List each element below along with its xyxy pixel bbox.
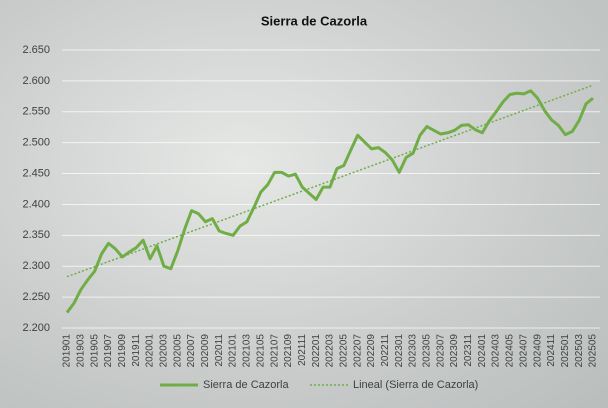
x-tick-label: 202001: [145, 334, 156, 368]
x-tick-label: 201901: [62, 334, 73, 368]
x-tick-label: 202307: [435, 334, 446, 368]
x-tick-label: 202405: [505, 334, 516, 368]
x-tick-label: 202211: [380, 334, 391, 367]
x-tick-label: 202503: [574, 334, 585, 368]
x-tick-label: 202201: [311, 334, 322, 368]
x-tick-label: 202007: [186, 334, 197, 368]
y-tick-label: 2.250: [22, 291, 50, 303]
x-tick-label: 202505: [588, 334, 599, 368]
x-tick-label: 201903: [75, 334, 86, 368]
x-tick-label: 202311: [463, 334, 474, 367]
chart-title: Sierra de Cazorla: [261, 13, 368, 28]
x-tick-label: 202111: [297, 334, 308, 366]
x-tick-label: 202411: [546, 334, 557, 367]
y-tick-label: 2.450: [22, 167, 50, 179]
y-tick-label: 2.300: [22, 260, 50, 272]
y-tick-label: 2.500: [22, 137, 50, 149]
x-tick-label: 202407: [518, 334, 529, 368]
x-tick-label: 201909: [117, 334, 128, 368]
series-line: [65, 89, 594, 314]
x-tick-label: 202209: [366, 334, 377, 368]
x-tick-label: 201905: [89, 334, 100, 368]
legend-label: Lineal (Sierra de Cazorla): [353, 379, 478, 391]
x-tick-label: 202005: [172, 334, 183, 368]
x-tick-label: 202011: [214, 334, 225, 367]
x-tick-label: 202309: [449, 334, 460, 368]
y-tick-label: 2.400: [22, 198, 50, 210]
x-tick-label: 202207: [352, 334, 363, 368]
x-tick-label: 202401: [477, 334, 488, 368]
x-tick-label: 202009: [200, 334, 211, 368]
y-tick-label: 2.650: [22, 44, 50, 56]
x-tick-label: 202205: [338, 334, 349, 368]
x-tick-label: 202305: [422, 334, 433, 368]
x-tick-label: 202501: [560, 334, 571, 368]
trend-line: [66, 84, 594, 278]
y-tick-label: 2.600: [22, 75, 50, 87]
x-tick-label: 201907: [103, 334, 114, 368]
x-tick-label: 202101: [228, 334, 239, 368]
y-tick-label: 2.350: [22, 229, 50, 241]
x-tick-label: 202003: [159, 334, 170, 368]
x-tick-label: 202301: [394, 334, 405, 368]
x-tick-label: 202409: [532, 334, 543, 368]
x-tick-label: 201911: [131, 334, 142, 367]
x-tick-label: 202303: [408, 334, 419, 368]
y-tick-label: 2.200: [22, 322, 50, 334]
x-tick-label: 202203: [325, 334, 336, 368]
x-tick-label: 202109: [283, 334, 294, 368]
x-tick-label: 202103: [242, 334, 253, 368]
legend-label: Sierra de Cazorla: [203, 379, 289, 391]
x-tick-label: 202105: [255, 334, 266, 368]
y-tick-label: 2.550: [22, 106, 50, 118]
x-tick-label: 202403: [491, 334, 502, 368]
x-tick-label: 202107: [269, 334, 280, 368]
